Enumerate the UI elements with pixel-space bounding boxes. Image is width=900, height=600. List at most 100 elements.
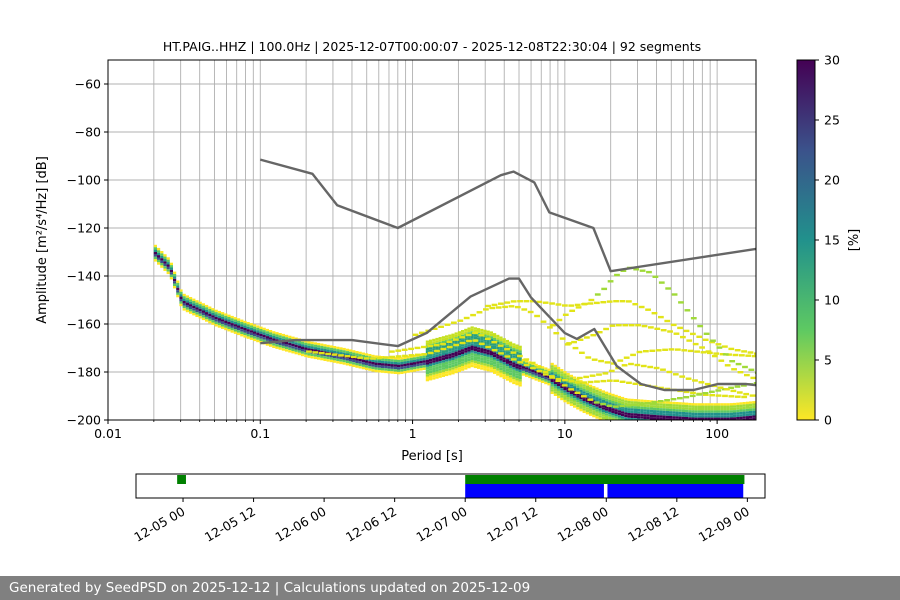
psd-cell <box>227 319 231 322</box>
psd-trace-cell <box>466 339 472 343</box>
psd-cell <box>342 350 346 353</box>
psd-cell <box>483 341 487 345</box>
psd-cell <box>486 335 490 338</box>
psd-cell <box>678 416 682 419</box>
psd-cell <box>416 356 420 360</box>
psd-cell <box>473 329 477 333</box>
psd-cell <box>665 413 669 416</box>
psd-cell <box>435 342 439 346</box>
psd-cell <box>489 357 493 361</box>
psd-cell <box>425 369 429 372</box>
psd-cell <box>454 334 458 338</box>
psd-cell <box>227 326 231 329</box>
psd-cell <box>457 362 461 365</box>
psd-cell <box>275 339 279 342</box>
psd-cell <box>691 425 694 427</box>
psd-cell <box>560 371 564 374</box>
psd-cell <box>185 309 189 313</box>
psd-cell <box>502 350 506 353</box>
psd-cell <box>633 406 637 409</box>
psd-cell <box>297 348 301 351</box>
psd-cell <box>518 369 522 373</box>
psd-cell <box>685 414 689 417</box>
psd-cell <box>531 376 535 380</box>
psd-cell <box>691 415 695 418</box>
psd-cell <box>291 346 295 349</box>
psd-cell <box>595 404 599 407</box>
psd-cell <box>221 324 225 327</box>
psd-cell <box>649 402 653 406</box>
psd-cell <box>441 341 445 344</box>
psd-cell <box>659 415 663 418</box>
psd-cell <box>499 336 503 339</box>
psd-trace-cell <box>534 314 540 318</box>
psd-cell <box>525 369 529 373</box>
psd-trace-cell <box>742 365 748 369</box>
psd-cell <box>659 410 663 413</box>
psd-cell <box>304 354 308 358</box>
psd-trace-cell <box>587 398 594 401</box>
psd-cell <box>695 430 698 432</box>
psd-trace-cell <box>677 326 683 330</box>
psd-cell <box>698 430 701 432</box>
psd-cell <box>595 409 599 412</box>
psd-cell <box>237 327 241 331</box>
psd-trace-cell <box>434 349 440 353</box>
psd-cell <box>742 406 746 410</box>
psd-cell <box>669 418 673 420</box>
psd-cell <box>237 325 241 328</box>
psd-cell <box>201 305 205 309</box>
psd-trace-cell <box>750 376 756 380</box>
psd-cell <box>374 357 378 361</box>
psd-cell <box>640 418 644 420</box>
psd-cell <box>505 339 509 343</box>
psd-cell <box>729 412 733 416</box>
psd-cell <box>595 399 599 402</box>
psd-cell <box>617 395 621 399</box>
psd-cell <box>237 332 241 336</box>
psd-cell <box>419 356 423 359</box>
psd-trace-cell <box>743 392 750 396</box>
psd-cell <box>627 415 631 418</box>
psd-cell <box>656 403 660 406</box>
psd-cell <box>566 397 570 400</box>
psd-trace-cell <box>553 332 560 335</box>
psd-cell <box>563 385 567 388</box>
psd-cell <box>464 343 468 346</box>
psd-cell <box>480 355 484 358</box>
psd-cell <box>592 412 596 415</box>
psd-cell <box>515 382 519 386</box>
psd-trace-cell <box>446 345 453 349</box>
psd-cell <box>368 368 372 371</box>
psd-cell <box>342 355 346 358</box>
psd-cell <box>173 276 177 279</box>
psd-trace-cell <box>527 310 534 314</box>
psd-cell <box>643 399 647 403</box>
psd-cell <box>438 370 442 373</box>
psd-cell <box>230 318 234 321</box>
psd-cell <box>630 403 634 406</box>
psd-cell <box>217 325 221 328</box>
psd-cell <box>695 425 698 427</box>
psd-cell <box>211 312 215 316</box>
psd-cell <box>598 405 602 409</box>
psd-cell <box>595 387 599 390</box>
psd-cell <box>649 407 653 410</box>
psd-cell <box>432 341 436 344</box>
psd-cell <box>502 359 506 363</box>
psd-trace-cell <box>692 342 699 346</box>
psd-cell <box>749 415 753 419</box>
psd-cell <box>505 351 509 355</box>
psd-cell <box>569 401 573 404</box>
psd-cell <box>743 431 746 433</box>
psd-cell <box>726 415 730 418</box>
psd-cell <box>169 267 173 270</box>
psd-cell <box>624 402 628 406</box>
psd-trace-cell <box>598 359 604 363</box>
psd-trace-cell <box>626 300 632 303</box>
psd-trace-cell <box>504 348 510 351</box>
psd-cell <box>665 408 669 411</box>
psd-trace-cell <box>574 391 581 394</box>
psd-cell <box>278 342 282 345</box>
